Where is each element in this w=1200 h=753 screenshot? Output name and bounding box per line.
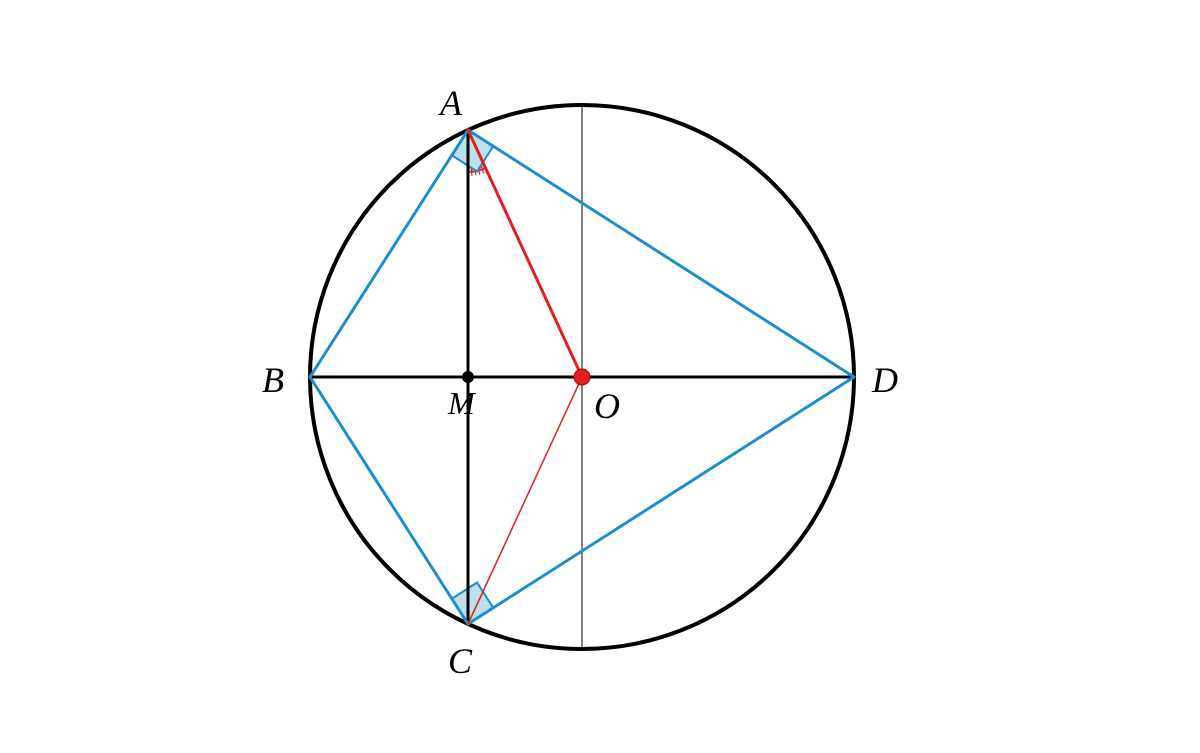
diagram-svg [0,0,1200,753]
label-C: C [448,640,472,682]
label-O: O [594,385,620,427]
label-D: D [872,359,898,401]
label-M: M [448,385,475,422]
geometry-diagram: A B C D O M [0,0,1200,753]
label-B: B [262,359,284,401]
label-A: A [440,82,462,124]
